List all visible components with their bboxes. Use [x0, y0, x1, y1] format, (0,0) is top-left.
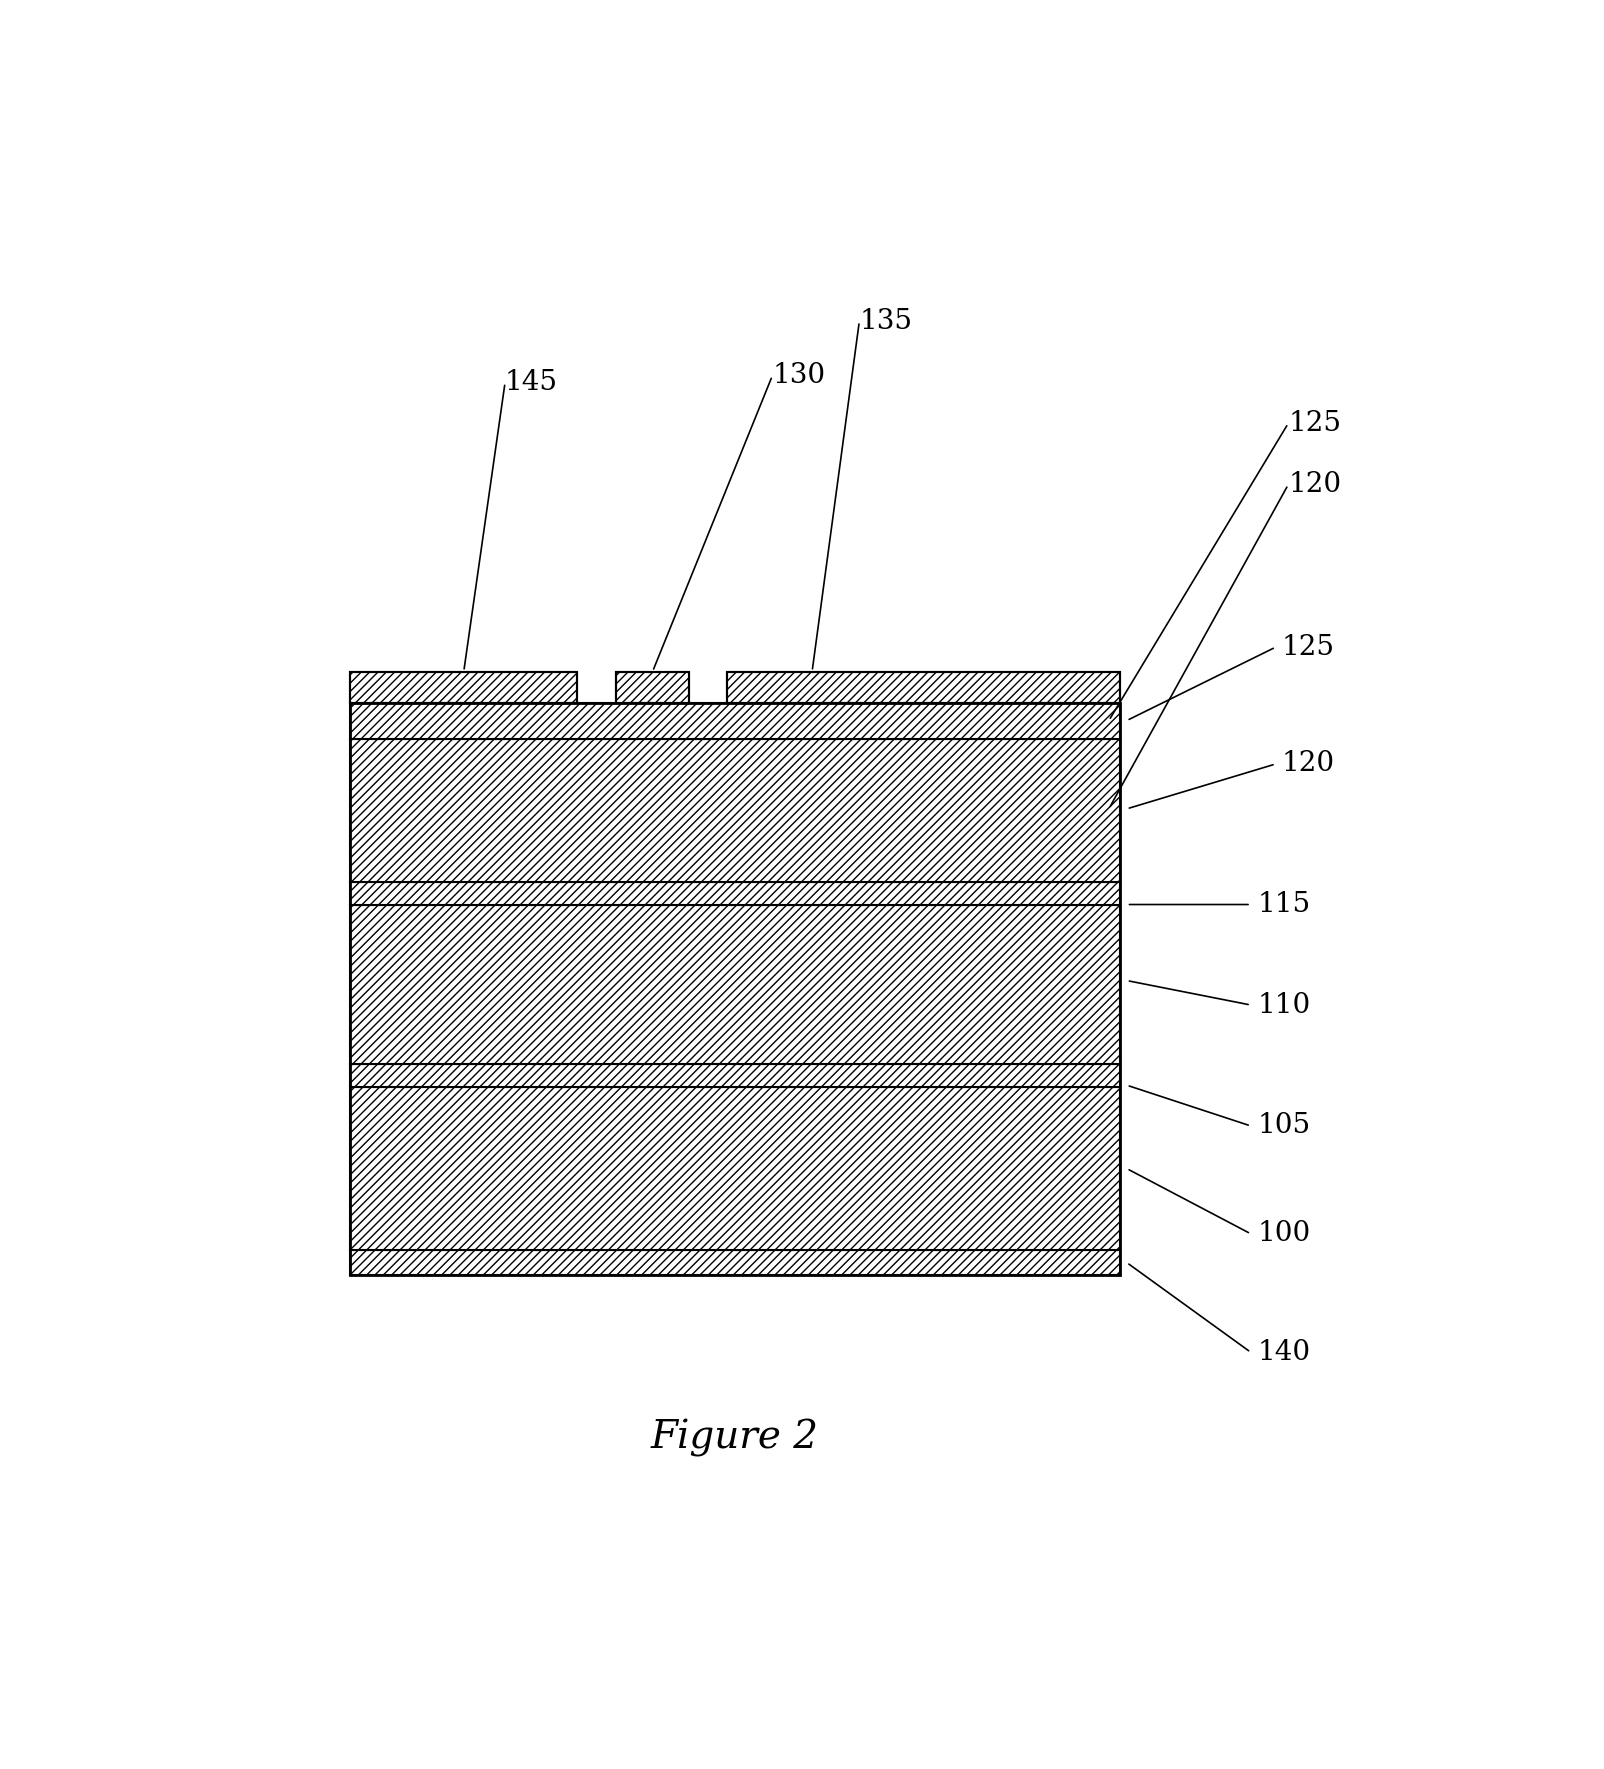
- Text: 120: 120: [1288, 471, 1341, 499]
- Text: 140: 140: [1258, 1339, 1310, 1366]
- Bar: [616, 672, 688, 702]
- Text: Figure 2: Figure 2: [651, 1419, 820, 1458]
- Bar: [350, 672, 577, 702]
- Text: 105: 105: [1258, 1113, 1310, 1139]
- Bar: [616, 672, 688, 702]
- Text: 120: 120: [1282, 750, 1335, 777]
- Bar: [350, 739, 1121, 881]
- Bar: [727, 672, 1121, 702]
- Bar: [727, 672, 1121, 702]
- Text: 130: 130: [773, 363, 826, 389]
- Bar: [350, 702, 1121, 739]
- Bar: [350, 904, 1121, 1063]
- Bar: [350, 672, 577, 702]
- Text: 145: 145: [505, 370, 558, 396]
- Bar: [350, 1086, 1121, 1251]
- Text: 100: 100: [1258, 1221, 1310, 1247]
- Text: 110: 110: [1258, 992, 1310, 1019]
- Text: 125: 125: [1288, 410, 1341, 437]
- Bar: [350, 1251, 1121, 1275]
- Text: 125: 125: [1282, 633, 1335, 660]
- Text: 115: 115: [1258, 892, 1310, 918]
- Bar: [350, 1063, 1121, 1086]
- Bar: [350, 881, 1121, 904]
- Text: 135: 135: [860, 308, 913, 334]
- Bar: [350, 702, 1121, 1275]
